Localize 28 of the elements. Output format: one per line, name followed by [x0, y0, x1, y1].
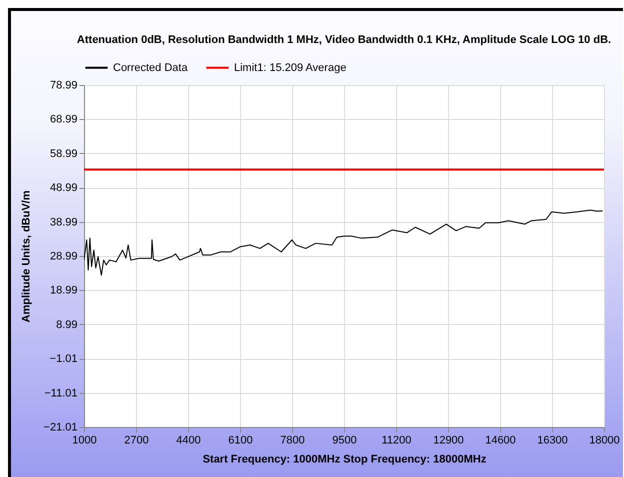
y-tick-label: −1.01	[50, 353, 78, 366]
x-tick-label: 14600	[485, 434, 516, 446]
y-tick-label: 48.99	[50, 182, 78, 194]
x-tick-label: 4400	[176, 434, 201, 446]
x-tick-label: 11200	[382, 434, 412, 446]
y-tick-label: 78.99	[50, 80, 78, 92]
legend-label: Limit1: 15.209 Average	[234, 62, 346, 74]
x-tick-label: 2700	[124, 434, 149, 446]
x-tick-label: 7800	[280, 434, 305, 446]
x-tick-label: 12900	[433, 434, 464, 446]
y-tick-label: −21.01	[44, 422, 78, 434]
y-tick-label: 38.99	[50, 216, 78, 228]
y-axis-title: Amplitude Units, dBuV/m	[20, 190, 33, 322]
y-tick-label: −11.01	[44, 387, 78, 400]
x-tick-label: 9500	[332, 434, 357, 446]
y-tick-label: 28.99	[50, 250, 78, 262]
y-tick-label: 8.99	[56, 318, 78, 331]
x-tick-label: 6100	[228, 434, 253, 446]
x-tick-label: 18000	[589, 434, 620, 446]
x-axis-title: Start Frequency: 1000MHz Stop Frequency: 18000MHz	[202, 454, 487, 466]
line-series	[84, 210, 604, 276]
x-tick-label: 16300	[537, 434, 568, 446]
x-tick-label: 1000	[72, 434, 97, 446]
legend-label: Corrected Data	[113, 62, 188, 74]
chart-title: Attenuation 0dB, Resolution Bandwidth 1 MHz, Video Bandwidth 0.1 KHz, Amplitude Scale LOG 10 dB.	[76, 34, 612, 46]
y-tick-label: 58.99	[50, 148, 78, 160]
y-tick-label: 68.99	[50, 114, 78, 126]
y-tick-label: 18.99	[50, 284, 78, 297]
